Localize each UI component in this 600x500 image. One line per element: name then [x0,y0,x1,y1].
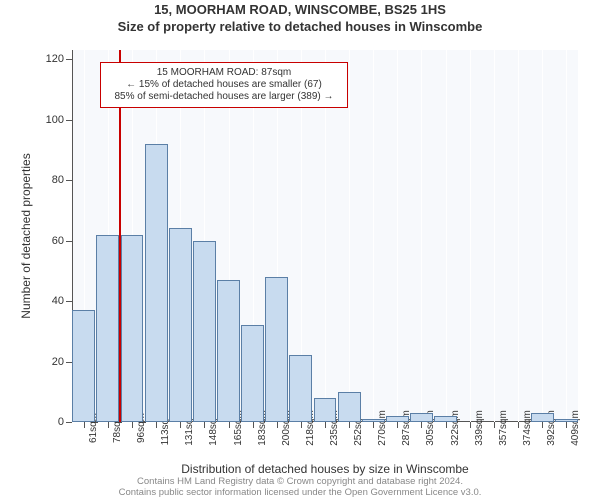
y-tick-label: 0 [58,416,64,428]
y-tick [66,180,72,181]
histogram-bar [555,419,578,422]
histogram-bar [410,413,433,422]
footer-line2: Contains public sector information licen… [0,487,600,498]
histogram-bar [72,310,95,422]
attribution-footer: Contains HM Land Registry data © Crown c… [0,476,600,498]
histogram-bar [386,416,409,422]
gridline [397,50,398,422]
x-tick [470,422,471,428]
histogram-bar [338,392,361,422]
y-tick [66,301,72,302]
histogram-bar [362,419,385,422]
y-tick [66,59,72,60]
x-tick [253,422,254,428]
x-tick [518,422,519,428]
gridline [470,50,471,422]
histogram-bar [121,235,144,423]
x-tick [229,422,230,428]
gridline [349,50,350,422]
histogram-bar [531,413,554,422]
footer-line1: Contains HM Land Registry data © Crown c… [0,476,600,487]
y-tick-label: 120 [46,53,64,65]
x-tick [421,422,422,428]
x-tick-label: 357sqm [498,410,509,446]
y-tick-label: 20 [52,356,64,368]
y-axis-title: Number of detached properties [19,153,33,318]
histogram-bar [217,280,240,422]
y-tick-label: 80 [52,174,64,186]
annotation-line2: ← 15% of detached houses are smaller (67… [109,79,339,91]
gridline [542,50,543,422]
histogram-bar [193,241,216,422]
x-tick [325,422,326,428]
gridline [518,50,519,422]
y-tick [66,120,72,121]
annotation-line1: 15 MOORHAM ROAD: 87sqm [109,67,339,79]
x-tick [446,422,447,428]
histogram-bar [96,235,119,423]
x-tick [542,422,543,428]
x-tick [156,422,157,428]
gridline [446,50,447,422]
title-line1: 15, MOORHAM ROAD, WINSCOMBE, BS25 1HS [0,2,600,17]
x-tick [84,422,85,428]
annotation-box: 15 MOORHAM ROAD: 87sqm← 15% of detached … [100,62,348,108]
x-tick [277,422,278,428]
y-tick [66,422,72,423]
histogram-bar [434,416,457,422]
annotation-line3: 85% of semi-detached houses are larger (… [109,91,339,103]
plot-area: 61sqm78sqm96sqm113sqm131sqm148sqm165sqm1… [72,50,578,422]
y-tick-label: 40 [52,295,64,307]
y-tick [66,362,72,363]
x-tick [494,422,495,428]
x-tick [180,422,181,428]
y-tick-label: 100 [46,114,64,126]
x-tick [108,422,109,428]
title-line2: Size of property relative to detached ho… [0,19,600,34]
histogram-bar [289,355,312,422]
histogram-bar [241,325,264,422]
histogram-bar [145,144,168,422]
x-tick [566,422,567,428]
chart-title: 15, MOORHAM ROAD, WINSCOMBE, BS25 1HS Si… [0,2,600,34]
x-tick [132,422,133,428]
x-axis-title: Distribution of detached houses by size … [72,462,578,476]
gridline [494,50,495,422]
x-tick-label: 339sqm [474,410,485,446]
histogram-bar [265,277,288,422]
x-tick [204,422,205,428]
gridline [566,50,567,422]
y-tick [66,241,72,242]
histogram-bar [169,228,192,422]
x-tick [373,422,374,428]
gridline [421,50,422,422]
histogram-bar [314,398,337,422]
x-tick [349,422,350,428]
gridline [373,50,374,422]
x-tick [397,422,398,428]
y-tick-label: 60 [52,235,64,247]
x-tick-label: 409sqm [570,410,581,446]
x-tick [301,422,302,428]
